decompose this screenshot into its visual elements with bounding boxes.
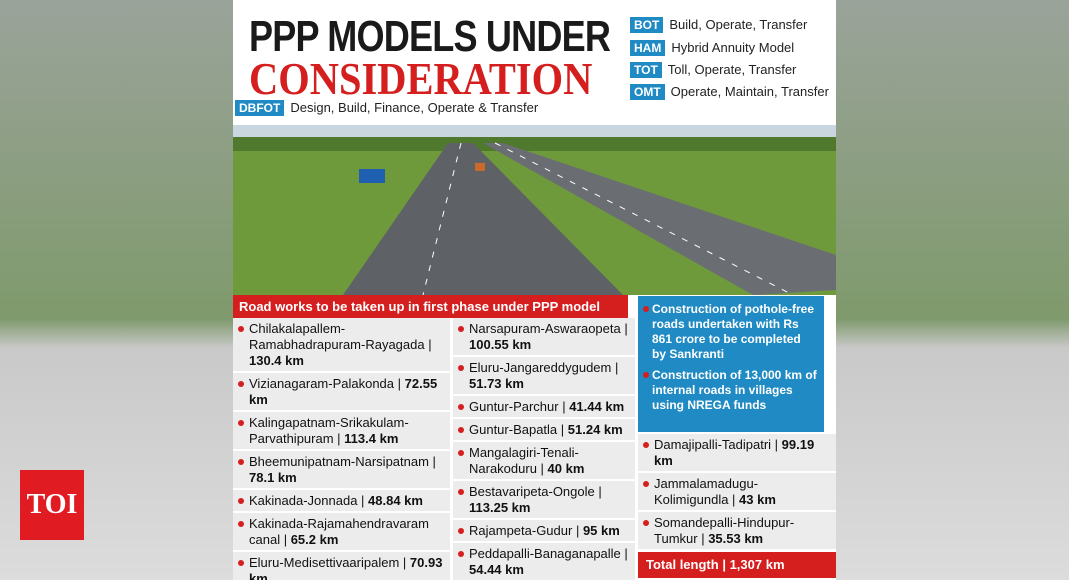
column: Chilakalapallem-Ramabhadrapuram-Rayagada… [233, 318, 450, 580]
model-text: Design, Build, Finance, Operate & Transf… [290, 100, 539, 115]
road-item: Guntur-Bapatla | 51.24 km [453, 419, 635, 440]
total-label: Total length [646, 557, 719, 572]
road-name: Guntur-Bapatla [469, 422, 558, 437]
model-text: Operate, Maintain, Transfer [670, 84, 829, 99]
road-name: Somandepalli-Hindupur-Tumkur [654, 515, 795, 546]
road-item: Eluru-Jangareddygudem | 51.73 km [453, 357, 635, 394]
road-name: Chilakalapallem-Ramabhadrapuram-Rayagada [249, 321, 425, 352]
road-name: Jammalamadugu-Kolimigundla [654, 476, 759, 507]
column: Narsapuram-Aswaraopeta | 100.55 km Eluru-… [453, 318, 635, 580]
road-item: Jammalamadugu-Kolimigundla | 43 km [638, 473, 836, 510]
road-name: Rajampeta-Gudur [469, 523, 573, 538]
road-item: Damajipalli-Tadipatri | 99.19 km [638, 434, 836, 471]
table-heading: Road works to be taken up in first phase… [233, 295, 628, 318]
road-length: 41.44 km [569, 399, 625, 414]
road-length: 72.55 km [249, 376, 438, 407]
road-item: Narsapuram-Aswaraopeta | 100.55 km [453, 318, 635, 355]
model: HAM Hybrid Annuity Model [630, 40, 830, 56]
road-name: Damajipalli-Tadipatri [654, 437, 772, 452]
model: DBFOT Design, Build, Finance, Operate & T… [235, 100, 615, 116]
road-item: Somandepalli-Hindupur-Tumkur | 35.53 km [638, 512, 836, 549]
road-length: 54.44 km [469, 562, 524, 577]
road-name: Vizianagaram-Palakonda [249, 376, 395, 391]
road-name: Bestavaripeta-Ongole [469, 484, 595, 499]
road-length: 48.84 km [368, 493, 423, 508]
road-length: 100.55 km [469, 337, 532, 352]
road-item: Guntur-Parchur | 41.44 km [453, 396, 635, 417]
road-name: Eluru-Jangareddygudem [469, 360, 612, 375]
model-abbr: HAM [630, 40, 666, 56]
model-text: Build, Operate, Transfer [669, 17, 808, 32]
road-item: Vizianagaram-Palakonda | 72.55 km [233, 373, 450, 410]
model-abbr: TOT [630, 62, 662, 78]
road-length: 65.2 km [290, 532, 339, 547]
total-value: 1,307 km [729, 557, 785, 572]
road-length: 51.24 km [567, 422, 623, 437]
road-length: 51.73 km [469, 376, 524, 391]
model-text: Hybrid Annuity Model [671, 40, 795, 55]
model-abbr: OMT [630, 84, 665, 100]
road-name: Kakinada-Rajamahendravaram canal [249, 516, 429, 547]
road-item: Rajampeta-Gudur | 95 km [453, 520, 635, 541]
total: Total length | 1,307 km [638, 552, 836, 578]
model: TOT Toll, Operate, Transfer [630, 62, 830, 78]
road-length: 99.19 km [654, 437, 815, 468]
notes-box: Construction of pothole-free roads under… [638, 296, 824, 432]
model-abbr: BOT [630, 17, 664, 33]
logo: TOI [20, 470, 84, 540]
infographic: PPP MODELS UNDER CONSIDERATION Road work… [233, 0, 836, 580]
road-name: Peddapalli-Banaganapalle [469, 546, 621, 561]
road-length: 130.4 km [249, 353, 304, 368]
road-item: Bestavaripeta-Ongole | 113.25 km [453, 481, 635, 518]
road-name: Narsapuram-Aswaraopeta [469, 321, 621, 336]
road-item: Peddapalli-Banaganapalle | 54.44 km [453, 543, 635, 580]
road-length: 35.53 km [708, 531, 764, 546]
title: CONSIDERATION [249, 53, 593, 104]
road-item: Eluru-Medisettivaaripalem | 70.93 km [233, 552, 450, 580]
model: OMT Operate, Maintain, Transfer [630, 84, 830, 100]
note: Construction of pothole-free roads under… [643, 302, 818, 362]
road-length: 43 km [739, 492, 776, 507]
road-item: Kakinada-Rajamahendravaram canal | 65.2 … [233, 513, 450, 550]
road-photo [233, 125, 836, 295]
road-item: Kakinada-Jonnada | 48.84 km [233, 490, 450, 511]
model-text: Toll, Operate, Transfer [667, 62, 797, 77]
road-name: Eluru-Medisettivaaripalem [249, 555, 400, 570]
road-name: Kakinada-Jonnada [249, 493, 358, 508]
road-name: Mangalagiri-Tenali-Narakoduru [469, 445, 579, 476]
road-name: Bheemunipatnam-Narsipatnam [249, 454, 429, 469]
column: Damajipalli-Tadipatri | 99.19 km Jammalam… [638, 434, 836, 551]
note: Construction of 13,000 km of internal ro… [643, 368, 817, 412]
road-item: Mangalagiri-Tenali-Narakoduru | 40 km [453, 442, 635, 479]
road-length: 70.93 km [249, 555, 443, 580]
road-length: 113.25 km [469, 500, 531, 515]
road-item: Kalingapatnam-Srikakulam-Parvathipuram |… [233, 412, 450, 449]
road-length: 78.1 km [249, 470, 297, 485]
road-name: Guntur-Parchur [469, 399, 559, 414]
road-name: Kalingapatnam-Srikakulam-Parvathipuram [249, 415, 409, 446]
road-length: 40 km [547, 461, 585, 476]
road-item: Chilakalapallem-Ramabhadrapuram-Rayagada… [233, 318, 450, 371]
road-length: 113.4 km [344, 431, 399, 446]
road-item: Bheemunipatnam-Narsipatnam | 78.1 km [233, 451, 450, 488]
model-abbr: DBFOT [235, 100, 285, 116]
road-length: 95 km [582, 523, 620, 538]
model: BOT Build, Operate, Transfer [630, 17, 830, 33]
title: PPP MODELS UNDER [249, 12, 611, 61]
